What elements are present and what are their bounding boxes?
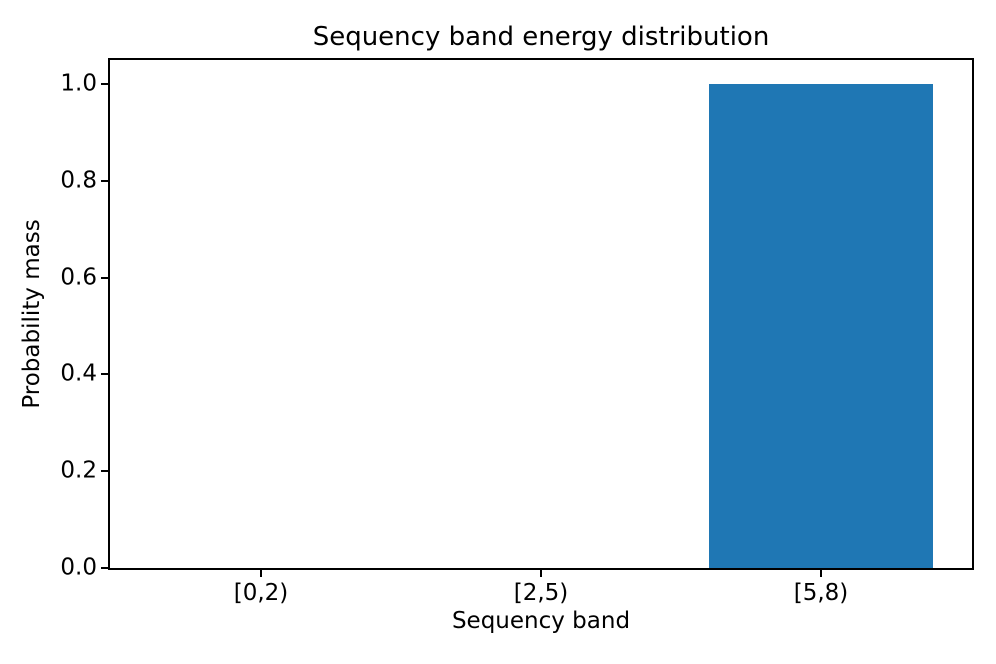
y-tick-label: 0.6 — [60, 264, 97, 291]
x-tick-label: [0,2) — [233, 580, 289, 606]
x-tick-mark — [820, 570, 822, 577]
y-tick-mark — [101, 567, 108, 569]
y-tick-mark — [101, 180, 108, 182]
y-tick-mark — [101, 83, 108, 85]
y-tick-mark — [101, 470, 108, 472]
y-tick-mark — [101, 277, 108, 279]
chart-title: Sequency band energy distribution — [312, 22, 770, 52]
bar-[5,8) — [709, 84, 933, 568]
x-axis-label: Sequency band — [451, 608, 631, 634]
y-tick-label: 0.2 — [60, 457, 97, 484]
x-tick-label: [2,5) — [513, 580, 569, 606]
x-tick-mark — [260, 570, 262, 577]
x-tick-mark — [540, 570, 542, 577]
y-tick-label: 0.0 — [60, 554, 97, 581]
x-tick-label: [5,8) — [793, 580, 849, 606]
y-tick-label: 0.8 — [60, 167, 97, 194]
y-tick-mark — [101, 373, 108, 375]
y-tick-label: 1.0 — [60, 70, 97, 97]
y-tick-label: 0.4 — [60, 360, 97, 387]
